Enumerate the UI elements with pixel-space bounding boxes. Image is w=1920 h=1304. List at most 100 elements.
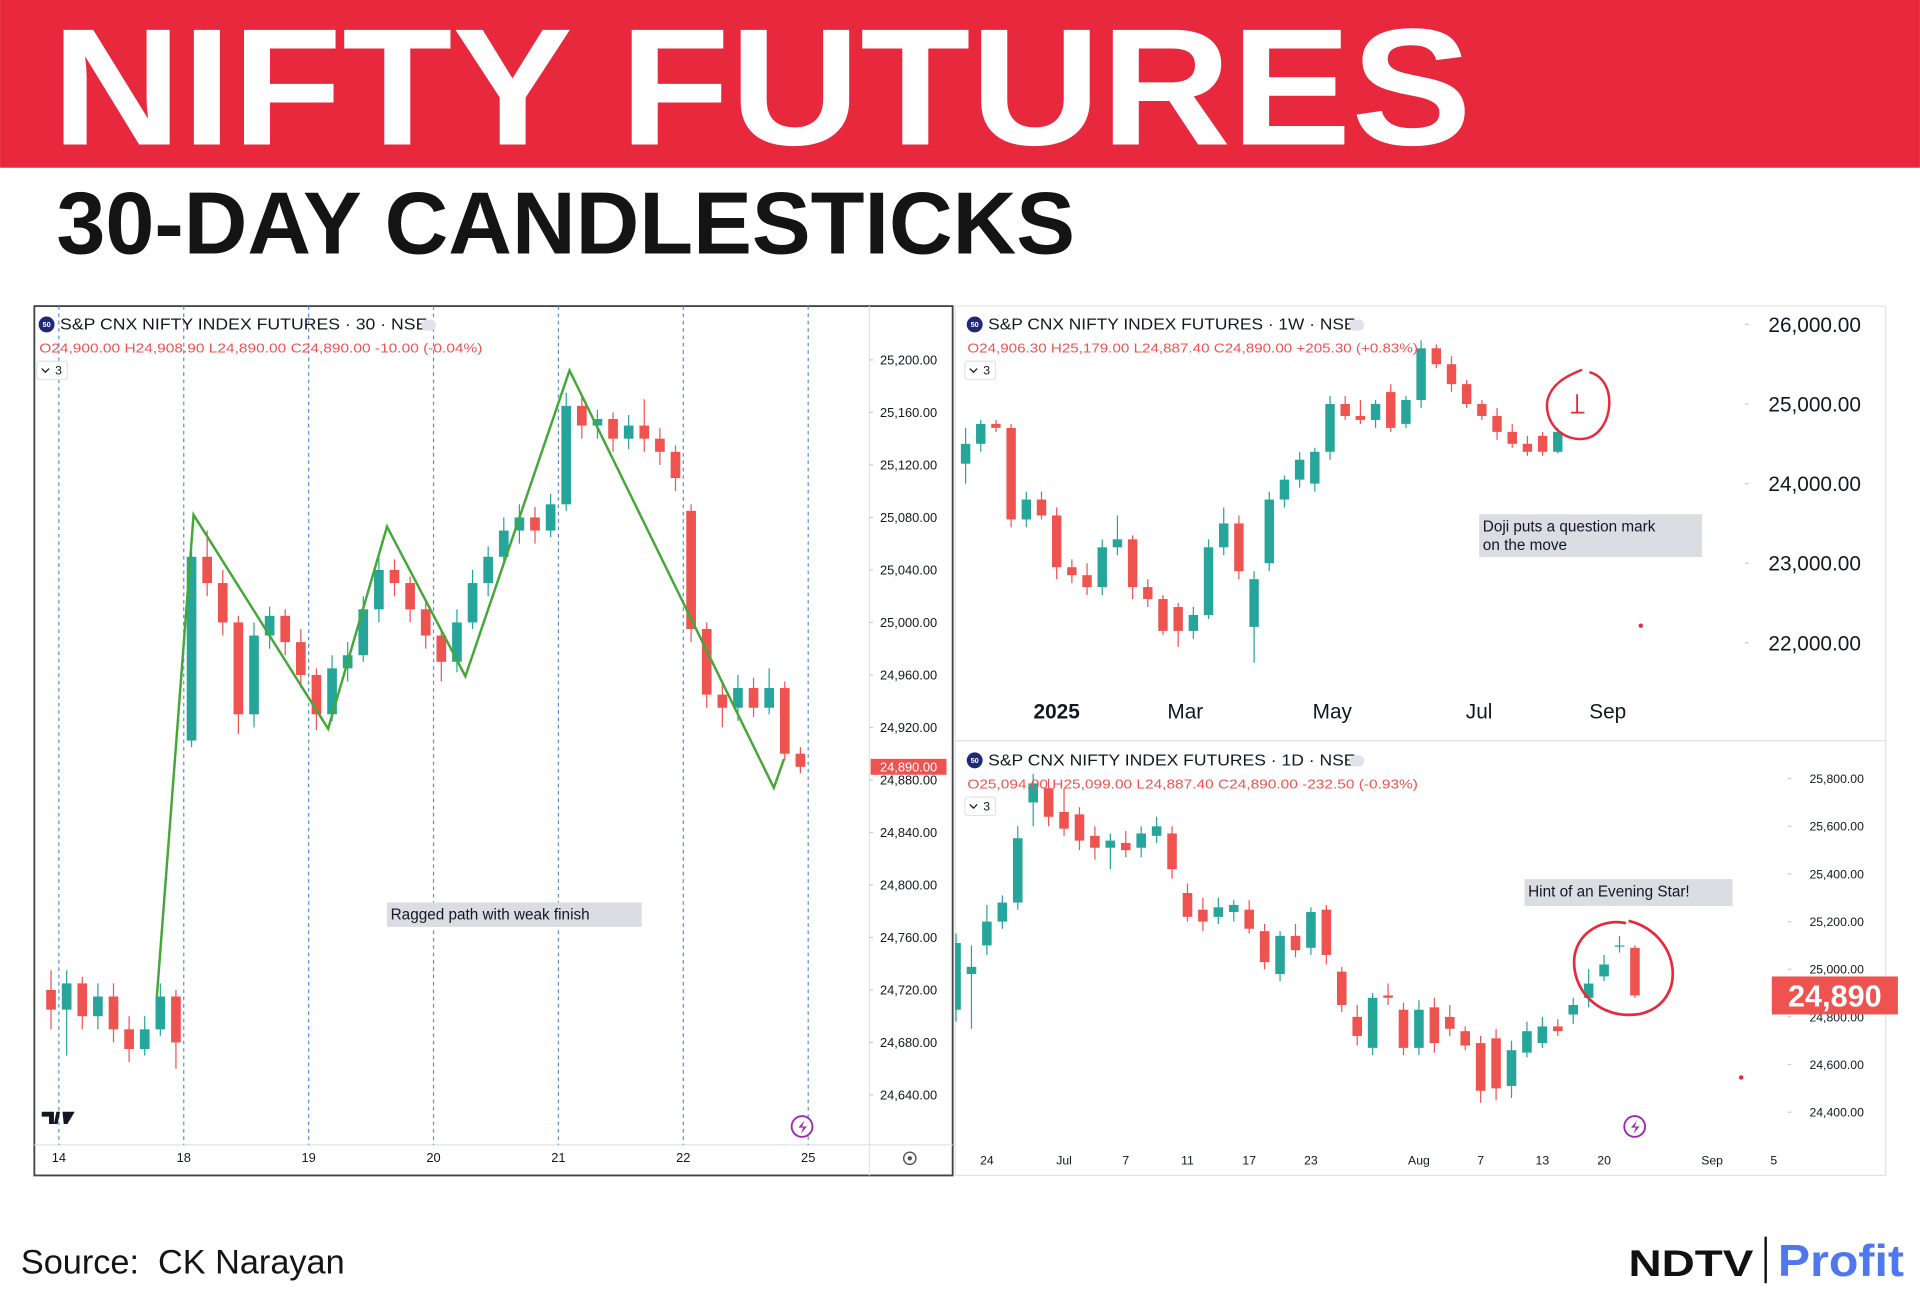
x-tick-label: May — [1313, 701, 1353, 724]
candle-body — [1537, 435, 1548, 452]
y-tick-label: 25,000.00 — [1768, 394, 1861, 417]
candle-body — [1537, 1026, 1548, 1044]
candle-body — [955, 943, 961, 1010]
candle-body — [639, 425, 650, 439]
x-tick-label: 14 — [52, 1150, 66, 1165]
candle-body — [1036, 499, 1047, 516]
candle-body — [545, 504, 556, 531]
ohlc-values: O24,906.30 H25,179.00 L24,887.40 C24,890… — [967, 341, 1418, 356]
symbol-badge — [966, 752, 983, 769]
chevron — [41, 368, 50, 374]
hand-circle — [1545, 368, 1611, 441]
candle-body — [1506, 1050, 1517, 1086]
candle-body — [1398, 1009, 1409, 1048]
candle-body — [1012, 838, 1023, 903]
candle-body — [1340, 404, 1350, 416]
candle-body — [124, 1029, 134, 1050]
candle-body — [1105, 840, 1116, 848]
candle-body — [452, 622, 462, 662]
candle-body — [1151, 826, 1162, 836]
x-tick-label: 7 — [1122, 1153, 1129, 1167]
y-tick-label: 22,000.00 — [1768, 632, 1861, 655]
y-tick-label: 25,600.00 — [1809, 820, 1864, 834]
candle-body — [1568, 1004, 1579, 1015]
candle-body — [1264, 499, 1274, 564]
candle-body — [327, 668, 337, 715]
indicator-box — [964, 796, 997, 817]
candle-body — [249, 635, 259, 715]
candle-body — [1367, 997, 1378, 1048]
ohlc-values: O25,094.00 H25,099.00 L24,887.40 C24,890… — [967, 777, 1418, 792]
candle-body — [217, 583, 228, 623]
chart-title: S&P CNX NIFTY INDEX FUTURES · 1D · NSE — [988, 752, 1355, 769]
candle-body — [155, 996, 166, 1030]
candle-body — [139, 1029, 150, 1050]
candle-body — [483, 556, 494, 584]
candle-body — [1614, 945, 1625, 947]
candle-body — [1446, 364, 1457, 385]
candle-body — [655, 438, 665, 452]
candle-body — [1127, 539, 1138, 588]
brand-profit: Profit — [1778, 1237, 1904, 1286]
indicator-count: 3 — [983, 800, 990, 814]
annotation-box — [1524, 879, 1733, 907]
chevron — [969, 368, 978, 374]
candle-body — [186, 556, 197, 741]
candle-body — [748, 688, 759, 708]
candle-body — [1173, 607, 1183, 631]
candle-body — [764, 688, 775, 708]
y-tick-label: 24,640.00 — [880, 1088, 937, 1103]
candle-body — [1416, 348, 1426, 401]
plot-area — [955, 773, 1640, 1103]
red-dot — [1738, 1075, 1744, 1080]
panel-frame — [954, 740, 1887, 1177]
x-tick-label: 13 — [1536, 1153, 1550, 1167]
red-dot — [1638, 623, 1643, 628]
candle-body — [1249, 579, 1259, 627]
candle-body — [1198, 909, 1208, 922]
y-tick-label: 25,160.00 — [880, 405, 937, 420]
candle-body — [1136, 833, 1146, 848]
y-tick-label: 24,600.00 — [1809, 1058, 1864, 1072]
candle-body — [77, 983, 88, 1017]
candle-body — [1522, 1031, 1532, 1053]
candle-body — [1475, 1043, 1486, 1091]
y-tick-label: 25,000.00 — [880, 615, 937, 630]
candle-body — [623, 425, 634, 439]
tv-logo — [41, 1111, 75, 1125]
candle-body — [1477, 404, 1487, 416]
candle-body — [264, 615, 275, 636]
candle-body — [1461, 384, 1472, 405]
symbol-badge-text: 50 — [971, 320, 979, 329]
candle-body — [1006, 427, 1016, 520]
candle-body — [686, 510, 696, 629]
banner — [0, 0, 1920, 168]
y-tick-label: 24,720.00 — [880, 983, 937, 998]
candle-body — [1188, 614, 1199, 631]
menu-dot — [1349, 319, 1365, 331]
candle-body — [1290, 935, 1301, 951]
candle-body — [997, 902, 1008, 922]
price-label-box — [870, 758, 947, 775]
y-tick-label: 23,000.00 — [1768, 553, 1861, 576]
candle-body — [576, 405, 587, 426]
candle-body — [1228, 904, 1239, 913]
y-tick-label: 24,960.00 — [880, 668, 937, 683]
candle-body — [1244, 909, 1254, 929]
x-tick-label: Sep — [1589, 701, 1626, 724]
candle-body — [779, 688, 790, 754]
candle-body — [1383, 995, 1393, 998]
candle-body — [1067, 567, 1077, 576]
x-tick-label: 20 — [1597, 1153, 1611, 1167]
candle-body — [608, 418, 618, 439]
candle-body — [1414, 1009, 1424, 1048]
candle-body — [1120, 842, 1131, 851]
candle-body — [1355, 415, 1366, 420]
candle-body — [420, 609, 431, 636]
candle-body — [1074, 814, 1085, 841]
source: Source: CK Narayan — [21, 1243, 345, 1281]
y-tick-label: 25,000.00 — [1809, 963, 1864, 977]
candle-body — [1259, 931, 1270, 963]
candle-body — [1352, 1016, 1362, 1036]
candle-body — [1460, 1031, 1471, 1046]
